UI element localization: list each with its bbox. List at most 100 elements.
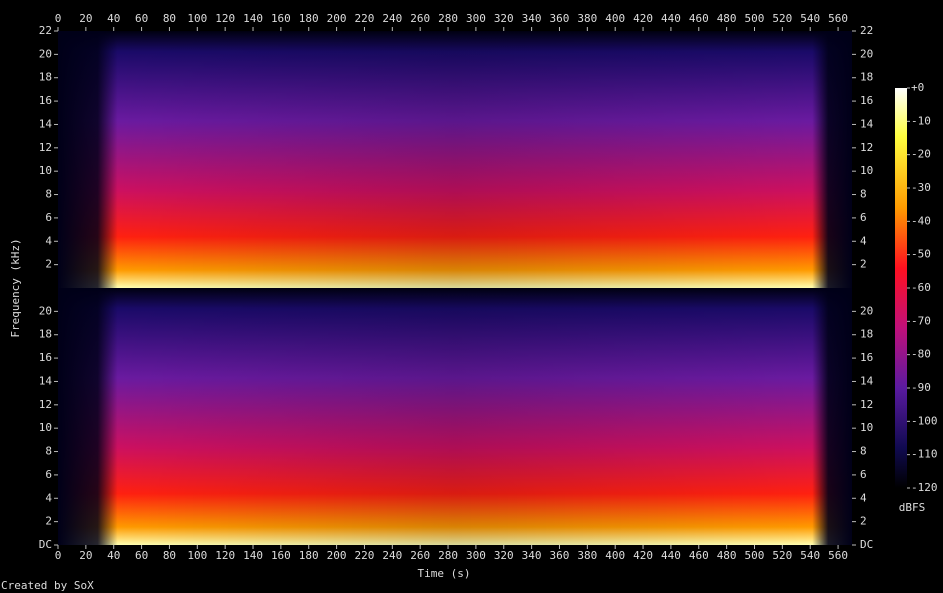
x-tick-label: 20 [79, 12, 92, 25]
spectrogram-shade [58, 31, 852, 288]
y-tick-label-right: 16 [860, 351, 873, 364]
x-tick-label-bottom: 300 [466, 549, 486, 562]
x-tick-label: 320 [494, 12, 514, 25]
x-tick-label-bottom: 80 [163, 549, 176, 562]
x-tick-label-bottom: 100 [187, 549, 207, 562]
y-tick-label-right: 2 [860, 515, 867, 528]
colorbar-tick-label: -70 [911, 314, 931, 327]
y-tick-label-right: 6 [860, 468, 867, 481]
y-tick-label: 12 [39, 398, 52, 411]
colorbar-tick-label: -80 [911, 348, 931, 361]
x-tick-label-bottom: 560 [828, 549, 848, 562]
x-tick-label: 0 [55, 12, 62, 25]
x-tick-label: 360 [550, 12, 570, 25]
x-tick-label-bottom: 20 [79, 549, 92, 562]
x-tick-label: 140 [243, 12, 263, 25]
x-tick-label-bottom: 520 [772, 549, 792, 562]
x-tick-label: 380 [577, 12, 597, 25]
x-tick-label: 40 [107, 12, 120, 25]
x-tick-label-bottom: 540 [800, 549, 820, 562]
y-tick-label: 14 [39, 117, 53, 130]
x-tick-label: 560 [828, 12, 848, 25]
y-tick-label-right: 14 [860, 117, 874, 130]
x-tick-label: 160 [271, 12, 291, 25]
x-tick-label-bottom: 220 [355, 549, 375, 562]
x-tick-label-bottom: 380 [577, 549, 597, 562]
y-tick-label: 10 [39, 421, 52, 434]
x-tick-label: 500 [745, 12, 765, 25]
y-tick-label-right: 20 [860, 304, 873, 317]
y-tick-label: 4 [45, 491, 52, 504]
x-tick-label-bottom: 0 [55, 549, 62, 562]
x-tick-label-bottom: 200 [327, 549, 347, 562]
x-tick-label: 400 [605, 12, 625, 25]
x-tick-label: 80 [163, 12, 176, 25]
x-tick-label: 180 [299, 12, 319, 25]
x-tick-label-bottom: 60 [135, 549, 148, 562]
colorbar-tick-label: -120 [911, 481, 938, 494]
colorbar-tick-label: -50 [911, 248, 931, 261]
y-axis-label: Frequency (kHz) [9, 238, 22, 337]
y-tick-label: 8 [45, 188, 52, 201]
y-tick-label: 6 [45, 468, 52, 481]
colorbar-tick-label: -30 [911, 181, 931, 194]
x-tick-label-bottom: 260 [410, 549, 430, 562]
colorbar-tick-label: -10 [911, 114, 931, 127]
x-tick-label-bottom: 440 [661, 549, 681, 562]
y-tick-label-right: 4 [860, 234, 867, 247]
x-tick-label: 460 [689, 12, 709, 25]
x-tick-label: 520 [772, 12, 792, 25]
y-tick-label: 14 [39, 374, 53, 387]
x-axis-label: Time (s) [418, 567, 471, 580]
y-tick-label: 18 [39, 328, 52, 341]
x-tick-label: 220 [355, 12, 375, 25]
y-tick-label-right: 4 [860, 491, 867, 504]
x-tick-label: 280 [438, 12, 458, 25]
x-tick-label-bottom: 460 [689, 549, 709, 562]
y-tick-label-right: DC [860, 538, 873, 551]
y-tick-label: 6 [45, 211, 52, 224]
x-tick-label: 420 [633, 12, 653, 25]
spectrogram-shade [58, 288, 852, 545]
x-tick-label: 440 [661, 12, 681, 25]
y-tick-label-right: 10 [860, 164, 873, 177]
y-tick-label: 12 [39, 141, 52, 154]
colorbar-label: dBFS [899, 501, 926, 514]
x-tick-label-bottom: 120 [215, 549, 235, 562]
y-tick-label: 20 [39, 304, 52, 317]
credit: Created by SoX [1, 579, 94, 592]
y-tick-label: 20 [39, 47, 52, 60]
y-tick-label: DC [39, 538, 52, 551]
y-tick-label-right: 18 [860, 328, 873, 341]
y-tick-label-right: 22 [860, 24, 873, 37]
colorbar-tick-label: -20 [911, 148, 931, 161]
y-tick-label: 22 [39, 24, 52, 37]
y-tick-label: 8 [45, 445, 52, 458]
x-tick-label: 120 [215, 12, 235, 25]
y-tick-label: 4 [45, 234, 52, 247]
x-tick-label-bottom: 180 [299, 549, 319, 562]
y-tick-label: 16 [39, 351, 52, 364]
x-tick-label-bottom: 500 [745, 549, 765, 562]
x-tick-label-bottom: 140 [243, 549, 263, 562]
colorbar-tick-label: -40 [911, 214, 931, 227]
x-tick-label: 300 [466, 12, 486, 25]
y-tick-label-right: 8 [860, 445, 867, 458]
y-tick-label: 16 [39, 94, 52, 107]
x-tick-label-bottom: 340 [522, 549, 542, 562]
y-tick-label-right: 12 [860, 398, 873, 411]
y-tick-label-right: 12 [860, 141, 873, 154]
y-tick-label: 10 [39, 164, 52, 177]
x-tick-label-bottom: 360 [550, 549, 570, 562]
y-tick-label: 2 [45, 258, 52, 271]
x-tick-label: 540 [800, 12, 820, 25]
x-tick-label-bottom: 420 [633, 549, 653, 562]
x-tick-label: 60 [135, 12, 148, 25]
x-tick-label: 240 [382, 12, 402, 25]
y-tick-label: 2 [45, 515, 52, 528]
y-tick-label-right: 10 [860, 421, 873, 434]
y-tick-label-right: 2 [860, 258, 867, 271]
colorbar-tick-label: -100 [911, 414, 938, 427]
x-tick-label-bottom: 480 [717, 549, 737, 562]
